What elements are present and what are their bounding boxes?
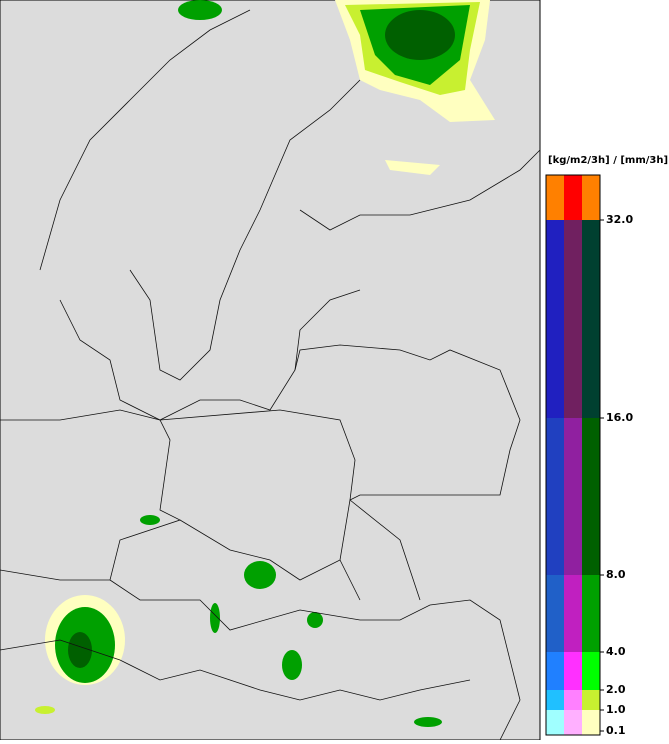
legend-tick-label: 1.0	[606, 703, 626, 716]
legend-swatch	[546, 652, 564, 690]
border	[339, 499, 421, 601]
legend-swatch	[582, 575, 600, 652]
legend-swatch	[546, 690, 564, 710]
legend-swatch	[582, 710, 600, 735]
precip-area	[178, 0, 222, 20]
border	[109, 579, 521, 741]
border	[294, 344, 521, 501]
precip-area	[244, 561, 276, 589]
legend-swatch	[564, 652, 582, 690]
legend-swatch	[564, 690, 582, 710]
legend-swatch	[564, 710, 582, 735]
border	[0, 639, 471, 701]
coastline	[129, 79, 361, 381]
legend-swatch	[564, 418, 582, 575]
border	[159, 409, 356, 581]
legend-swatch	[582, 175, 600, 220]
legend-swatch	[564, 220, 582, 418]
border	[0, 409, 182, 581]
legend-swatch	[564, 175, 582, 220]
legend-swatch	[546, 575, 564, 652]
coastline	[39, 9, 251, 271]
legend-tick-label: 8.0	[606, 568, 626, 581]
legend-tick-label: 0.1	[606, 724, 626, 737]
precip-area	[35, 706, 55, 714]
precip-area	[385, 160, 440, 175]
coastline	[59, 289, 361, 421]
precip-area	[140, 515, 160, 525]
legend-swatch	[546, 710, 564, 735]
legend-swatch	[582, 418, 600, 575]
legend-tick-label: 4.0	[606, 645, 626, 658]
precip-area	[210, 603, 220, 633]
legend-swatch	[546, 418, 564, 575]
legend-swatch	[546, 220, 564, 418]
precip-core	[68, 632, 92, 668]
legend: [kg/m2/3h] / [mm/3h] 0.1 1.0 2.0 4.0 8.0 16.0…	[545, 155, 668, 737]
precip-area	[307, 612, 323, 628]
legend-swatch	[546, 175, 564, 220]
legend-frame	[545, 174, 601, 736]
legend-tick-label: 16.0	[606, 411, 633, 424]
coastline	[299, 149, 541, 231]
precip-area	[282, 650, 302, 680]
legend-title: [kg/m2/3h] / [mm/3h]	[548, 155, 668, 166]
legend-tick-label: 2.0	[606, 683, 626, 696]
precip-area	[414, 717, 442, 727]
legend-swatch	[582, 652, 600, 690]
map	[0, 0, 541, 741]
legend-tick-label: 32.0	[606, 213, 633, 226]
legend-swatch	[564, 575, 582, 652]
legend-swatch	[582, 220, 600, 418]
precip-core	[385, 10, 455, 60]
legend-swatch	[582, 690, 600, 710]
